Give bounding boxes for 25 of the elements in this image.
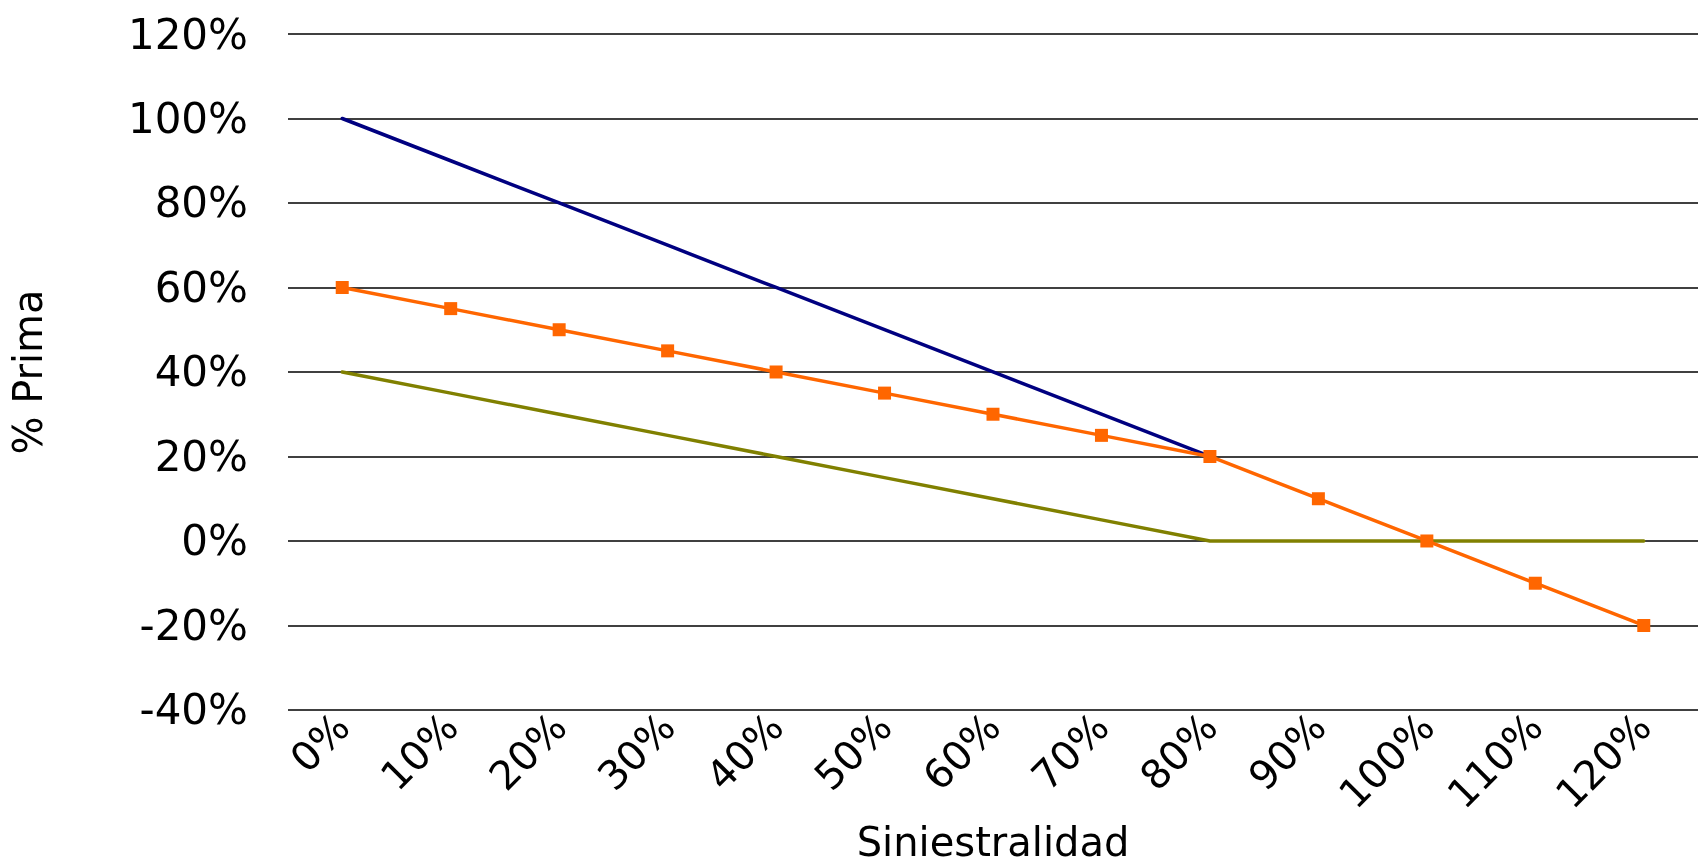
point — [878, 386, 892, 400]
y-axis-title: % Prima — [5, 289, 51, 455]
x-tick-label: 0% — [281, 703, 359, 782]
point — [444, 302, 458, 316]
point — [1203, 449, 1217, 463]
point — [1094, 428, 1108, 442]
point — [661, 344, 675, 358]
point — [335, 280, 349, 294]
y-tick-label: 120% — [127, 9, 248, 59]
point — [1420, 534, 1434, 548]
y-tick-label: 40% — [154, 347, 248, 397]
y-tick-label: -40% — [139, 685, 248, 735]
point — [769, 365, 783, 379]
y-tick-label: -20% — [139, 600, 248, 650]
point — [1311, 492, 1325, 506]
x-axis-title: Siniestralidad — [856, 819, 1130, 865]
y-tick-label: 80% — [154, 178, 248, 228]
point — [1637, 618, 1651, 632]
y-tick-label: 20% — [154, 431, 248, 481]
point — [986, 407, 1000, 421]
y-tick-label: 0% — [181, 516, 248, 566]
point — [1528, 576, 1542, 590]
y-tick-label: 100% — [127, 94, 248, 143]
point — [552, 323, 566, 337]
y-tick-label: 60% — [154, 262, 248, 312]
